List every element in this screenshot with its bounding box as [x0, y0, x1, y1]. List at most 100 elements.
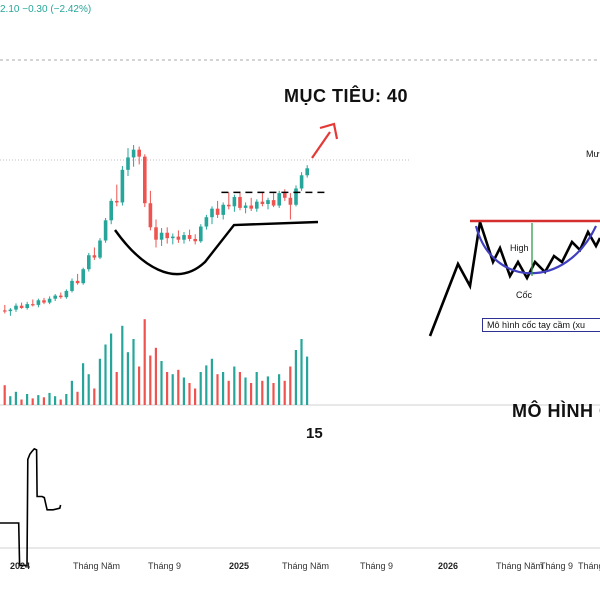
volume-bar [20, 399, 23, 405]
indicator-line [0, 447, 62, 567]
x-tick-label: 2025 [229, 561, 250, 571]
volume-bar [177, 369, 180, 405]
candle-body [255, 201, 259, 209]
x-tick-label: Tháng Năm [282, 561, 330, 571]
candle-body [271, 200, 276, 206]
volume-bar [250, 383, 253, 405]
candle-body [221, 204, 225, 215]
volume-bar [294, 350, 297, 405]
volume-bar [194, 388, 197, 405]
candle-body [8, 309, 13, 312]
candle-body [42, 300, 46, 303]
candle-body [294, 188, 298, 205]
candle-body [182, 235, 186, 240]
candle-body [126, 157, 130, 170]
volume-bar [289, 366, 292, 405]
candle-body [305, 168, 309, 176]
x-tick-label: Tháng Năm [496, 561, 544, 571]
x-tick-label: 2024 [10, 561, 31, 571]
candle-body [109, 200, 113, 221]
candle-body [187, 235, 192, 239]
candle-body [75, 280, 80, 284]
candle-body [159, 232, 164, 240]
volume-bar [166, 372, 169, 405]
candle-body [137, 149, 141, 157]
volume-bar [121, 325, 124, 405]
volume-bar [160, 361, 163, 405]
volume-bar [227, 380, 230, 405]
volume-bar [31, 398, 34, 405]
volume-bar [48, 392, 51, 405]
candle-body [260, 201, 265, 204]
candle-body [143, 156, 147, 204]
candle-body [36, 300, 41, 305]
inset-top-label: Mư [586, 149, 600, 159]
candle-body [115, 200, 119, 203]
volume-bar [14, 391, 17, 405]
volume-bar [154, 347, 157, 405]
candle-body [288, 197, 293, 205]
candle-body [171, 236, 175, 239]
candle-body [232, 197, 237, 207]
candle-body [92, 255, 97, 258]
volume-bar [266, 376, 269, 405]
candle-body [59, 295, 63, 298]
candle-body [165, 232, 169, 239]
price-change-readout: 2.10 −0.30 (−2.42%) [0, 4, 92, 15]
candle-body [120, 169, 125, 203]
volume-bar [222, 372, 225, 405]
volume-bar [182, 377, 185, 405]
volume-bar [233, 366, 236, 405]
candle-body [283, 193, 287, 198]
volume-bar [210, 358, 213, 405]
candle-body [249, 205, 253, 209]
volume-bar [306, 356, 309, 405]
candle-body [3, 310, 7, 312]
candle-body [227, 204, 231, 207]
candle-body [193, 238, 197, 242]
volume-bar [272, 383, 275, 405]
volume-bar [278, 374, 281, 405]
volume-bar [54, 396, 57, 405]
volume-bar [70, 380, 73, 405]
volume-bar [244, 377, 247, 405]
candle-body [266, 200, 270, 204]
volume-bar [216, 374, 219, 405]
volume-bar [9, 396, 12, 405]
volume-bar [76, 391, 79, 405]
candle-body [277, 193, 281, 206]
volume-bar [199, 372, 202, 405]
indicator-value-label: 15 [306, 425, 323, 442]
volume-bar [138, 366, 141, 405]
target-arrow [311, 131, 331, 159]
volume-bar [283, 380, 286, 405]
x-tick-label: Tháng Năm [73, 561, 121, 571]
inset-caption-box: Mô hình cốc tay cầm (xu [482, 318, 600, 332]
candle-body [87, 255, 91, 270]
candle-body [238, 197, 242, 208]
candle-body [14, 305, 18, 310]
x-tick-label: Tháng 9 [360, 561, 394, 571]
volume-bar [98, 358, 101, 405]
x-tick-label: 2026 [438, 561, 459, 571]
candle-body [131, 149, 136, 158]
inset-high-label: High [510, 243, 529, 253]
candle-body [47, 298, 52, 303]
cup-handle-inset-diagram [428, 219, 600, 337]
candle-body [204, 217, 209, 227]
candle-body [70, 280, 74, 291]
inset-cup-curve [474, 225, 597, 275]
volume-bar [143, 319, 146, 405]
candle-body [98, 240, 102, 258]
volume-bar [188, 383, 191, 405]
candle-body [19, 305, 24, 309]
target-arrowhead [319, 122, 339, 140]
volume-bar [205, 365, 208, 405]
pattern-title: MÔ HÌNH C [512, 401, 600, 421]
x-tick-label: Tháng [578, 561, 600, 571]
volume-bar [300, 339, 303, 405]
pattern-annotations [114, 122, 339, 276]
x-tick-label: Tháng 9 [148, 561, 182, 571]
cup-curve [114, 220, 319, 276]
